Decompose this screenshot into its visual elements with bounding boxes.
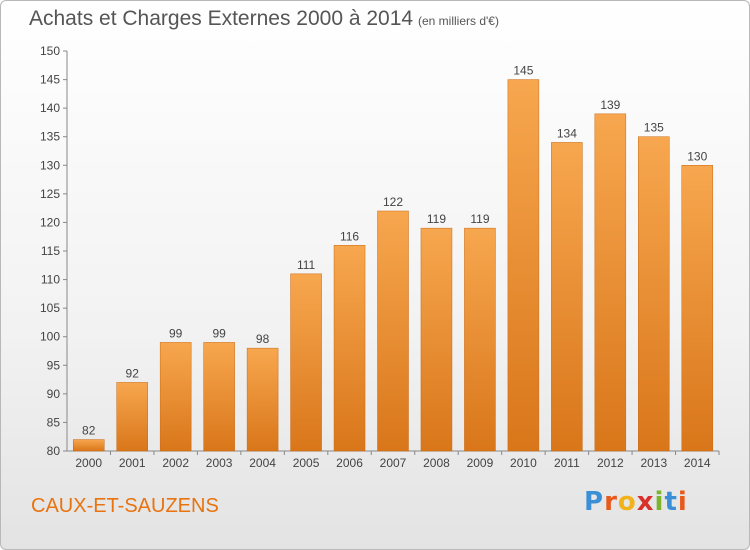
y-tick-label: 85 bbox=[47, 415, 61, 429]
bar-value-label: 92 bbox=[126, 366, 140, 380]
chart-unit: (en milliers d'€) bbox=[418, 14, 499, 28]
bar-2008 bbox=[420, 227, 453, 452]
y-tick-label: 105 bbox=[40, 301, 60, 315]
bar-value-label: 82 bbox=[82, 424, 96, 438]
x-tick-label: 2004 bbox=[249, 456, 276, 470]
x-tick-label: 2012 bbox=[597, 456, 624, 470]
x-tick-label: 2006 bbox=[336, 456, 363, 470]
bar-2009 bbox=[464, 227, 496, 452]
bar-value-label: 134 bbox=[557, 126, 577, 140]
x-tick-label: 2010 bbox=[510, 456, 537, 470]
bar-value-label: 119 bbox=[470, 212, 489, 226]
commune-name: CAUX-ET-SAUZENS bbox=[31, 495, 219, 517]
y-tick-label: 135 bbox=[40, 130, 60, 144]
y-tick-label: 130 bbox=[40, 158, 60, 172]
x-tick-label: 2003 bbox=[206, 456, 233, 470]
bar-2002 bbox=[159, 342, 192, 452]
y-tick-label: 120 bbox=[40, 215, 60, 229]
x-tick-label: 2007 bbox=[380, 456, 407, 470]
bar-2013 bbox=[638, 136, 670, 452]
bar-value-label: 116 bbox=[340, 229, 359, 243]
bar-value-label: 122 bbox=[383, 195, 403, 209]
y-tick-label: 110 bbox=[41, 273, 60, 287]
bar-value-label: 98 bbox=[256, 332, 270, 346]
chart-title: Achats et Charges Externes 2000 à 2014 bbox=[29, 7, 414, 30]
x-tick-label: 2014 bbox=[684, 456, 711, 470]
bar-value-label: 135 bbox=[644, 121, 664, 135]
bar-value-label: 145 bbox=[513, 64, 533, 78]
bar-2014 bbox=[681, 165, 714, 452]
bar-2000 bbox=[72, 439, 105, 452]
bar-2003 bbox=[203, 342, 235, 452]
bar-2010 bbox=[507, 79, 540, 452]
bar-value-label: 119 bbox=[427, 212, 446, 226]
proxiti-logo: Proxiti bbox=[584, 487, 688, 517]
x-tick-label: 2005 bbox=[293, 456, 320, 470]
y-tick-label: 100 bbox=[40, 330, 60, 344]
y-tick-label: 140 bbox=[40, 101, 60, 115]
y-tick-label: 150 bbox=[40, 44, 60, 58]
y-tick-label: 115 bbox=[41, 244, 60, 258]
x-tick-label: 2011 bbox=[554, 456, 580, 470]
bar-2005 bbox=[290, 273, 322, 452]
bar-2011 bbox=[551, 142, 583, 452]
bar-2001 bbox=[116, 382, 148, 452]
bar-2006 bbox=[333, 245, 366, 452]
bar-value-label: 139 bbox=[600, 98, 620, 112]
y-tick-label: 145 bbox=[40, 73, 60, 87]
x-tick-label: 2008 bbox=[423, 456, 450, 470]
x-tick-label: 2000 bbox=[75, 456, 102, 470]
bar-value-label: 130 bbox=[687, 149, 707, 163]
y-tick-label: 90 bbox=[47, 387, 61, 401]
bar-value-label: 111 bbox=[297, 258, 316, 272]
bar-2012 bbox=[594, 113, 627, 452]
bar-2004 bbox=[246, 347, 279, 452]
x-tick-label: 2001 bbox=[119, 456, 146, 470]
bar-value-label: 99 bbox=[212, 326, 226, 340]
x-tick-label: 2013 bbox=[640, 456, 667, 470]
y-tick-label: 125 bbox=[40, 187, 60, 201]
y-tick-label: 80 bbox=[47, 444, 61, 458]
x-tick-label: 2009 bbox=[467, 456, 494, 470]
bar-value-label: 99 bbox=[169, 326, 183, 340]
bar-2007 bbox=[377, 210, 409, 452]
y-tick-label: 95 bbox=[47, 358, 61, 372]
x-tick-label: 2002 bbox=[162, 456, 189, 470]
